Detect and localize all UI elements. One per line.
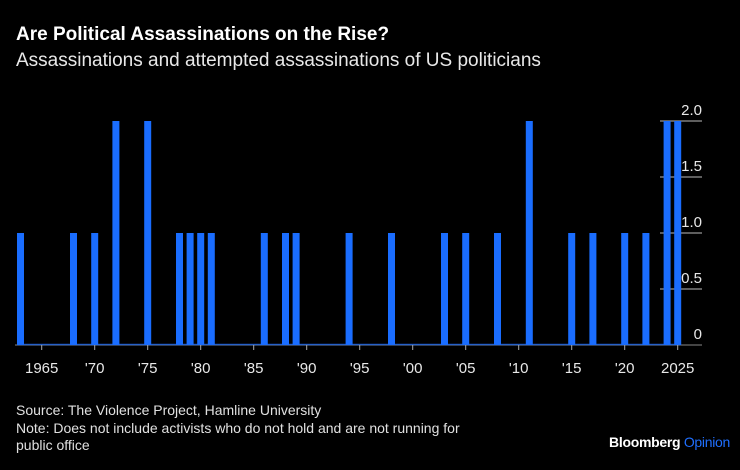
bar-1968 [70,233,77,345]
brand-name: Bloomberg [609,434,681,450]
x-tick-label: 1965 [25,360,58,377]
y-tick-label: 2.0 [681,102,702,119]
y-tick-label: 1.5 [681,158,702,175]
footnote-line2: public office [16,437,90,453]
x-tick-label: '00 [403,360,423,377]
x-tick-label: '70 [85,360,105,377]
bar-1972 [112,121,120,345]
bar-2005 [462,233,470,345]
bar-1970 [91,233,99,345]
x-tick-label: '95 [350,360,370,377]
x-tick-label: 2025 [661,360,694,377]
bar-1981 [207,233,215,345]
bar-1978 [176,233,183,345]
bar-2024 [663,121,671,345]
brand-accent: Opinion [683,434,730,450]
bar-2017 [589,233,597,345]
chart-subtitle: Assassinations and attempted assassinati… [16,50,541,71]
footnote-line1: Note: Does not include activists who do … [16,420,460,436]
source-note: Source: The Violence Project, Hamline Un… [16,402,322,418]
bar-1975 [144,121,152,345]
bar-1986 [260,233,268,345]
bar-1989 [292,233,300,345]
bar-2011 [525,121,533,345]
y-tick-label: 1.0 [681,214,702,231]
x-tick-label: '80 [191,360,211,377]
bar-1979 [186,233,194,345]
x-tick-label: '15 [562,360,582,377]
bar-2020 [621,233,629,345]
bar-2008 [494,233,501,345]
bar-2022 [642,233,650,345]
bar-1998 [388,233,395,345]
chart-title: Are Political Assassinations on the Rise… [16,24,390,45]
y-tick-label: 0.5 [681,270,702,287]
y-tick-label: 0 [694,326,702,343]
bloomberg-opinion-logo: Bloomberg Opinion [609,434,730,450]
x-tick-label: '90 [297,360,317,377]
x-tick-label: '85 [244,360,264,377]
bar-1980 [197,233,205,345]
x-tick-label: '75 [138,360,158,377]
x-tick-label: '05 [456,360,476,377]
bar-2003 [441,233,448,345]
bar-2025 [674,121,682,345]
bar-1988 [282,233,289,345]
x-tick-label: '10 [509,360,529,377]
bar-1994 [345,233,353,345]
bar-2015 [568,233,576,345]
x-tick-label: '20 [615,360,635,377]
bar-1963 [17,233,24,345]
